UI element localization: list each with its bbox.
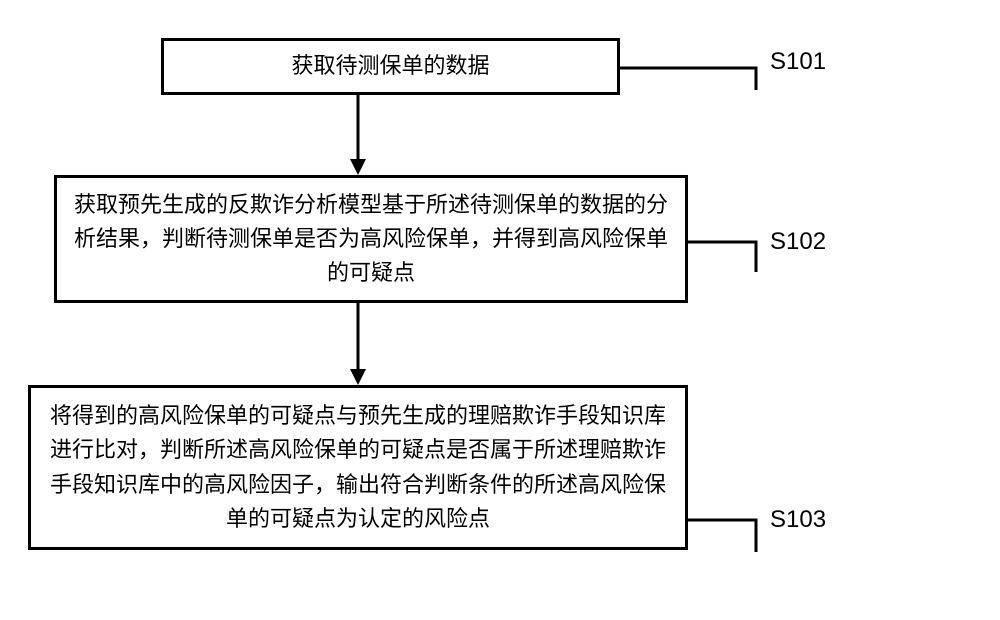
step-label-s1: S101	[770, 48, 826, 76]
flow-node-n1: 获取待测保单的数据	[161, 38, 620, 95]
step-label-s2: S102	[770, 228, 826, 256]
flow-node-text: 获取预先生成的反欺诈分析模型基于所述待测保单的数据的分析结果，判断待测保单是否为…	[71, 188, 671, 290]
flow-node-text: 将得到的高风险保单的可疑点与预先生成的理赔欺诈手段知识库进行比对，判断所述高风险…	[45, 399, 671, 535]
step-label-s3: S103	[770, 506, 826, 534]
flow-node-n2: 获取预先生成的反欺诈分析模型基于所述待测保单的数据的分析结果，判断待测保单是否为…	[54, 175, 688, 303]
flowchart-canvas: 获取待测保单的数据获取预先生成的反欺诈分析模型基于所述待测保单的数据的分析结果，…	[0, 0, 1000, 620]
flow-node-text: 获取待测保单的数据	[178, 53, 603, 79]
flow-node-n3: 将得到的高风险保单的可疑点与预先生成的理赔欺诈手段知识库进行比对，判断所述高风险…	[28, 385, 688, 550]
